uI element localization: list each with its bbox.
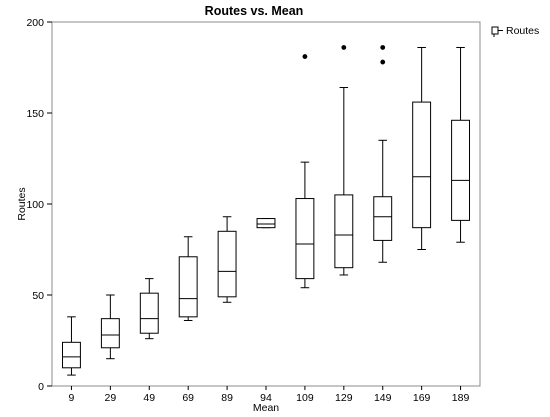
box-iqr — [451, 119, 470, 221]
box-129 — [334, 45, 354, 276]
chart-title: Routes vs. Mean — [205, 4, 304, 18]
box-iqr — [139, 292, 159, 334]
legend-box-icon — [491, 26, 503, 37]
box-iqr — [100, 318, 120, 349]
y-axis-label: Routes — [16, 187, 28, 220]
y-tick-label: 50 — [32, 290, 44, 302]
y-axis: 0 50 100 150 200 — [26, 17, 52, 393]
box-149 — [373, 45, 393, 263]
box-94 — [256, 218, 276, 229]
outlier-point — [380, 59, 386, 65]
x-axis-label: Mean — [253, 402, 279, 414]
x-tick-label: 49 — [143, 392, 155, 404]
x-tick-label: 29 — [105, 392, 117, 404]
x-tick-label: 109 — [296, 392, 314, 404]
legend-label: Routes — [506, 25, 539, 37]
box-iqr — [373, 196, 393, 241]
box-iqr — [295, 198, 315, 280]
y-tick-label: 150 — [26, 108, 44, 120]
x-tick-label: 9 — [69, 392, 75, 404]
box-169 — [412, 46, 432, 250]
y-tick-label: 0 — [38, 381, 44, 393]
x-tick-label: 189 — [452, 392, 470, 404]
outlier-point — [302, 54, 308, 59]
box-iqr — [62, 341, 81, 369]
box-iqr — [256, 218, 276, 229]
x-tick-label: 89 — [221, 392, 233, 404]
legend: Routes — [491, 25, 539, 37]
x-tick-label: 94 — [260, 392, 272, 404]
box-series — [62, 45, 470, 376]
box-iqr — [217, 230, 237, 298]
box-iqr — [412, 101, 432, 229]
x-tick-label: 69 — [182, 392, 194, 404]
box-iqr — [178, 256, 198, 318]
box-109 — [295, 54, 315, 289]
x-axis: 9 29 49 69 89 94 109 129 149 169 189 — [69, 386, 470, 404]
y-tick-label: 200 — [26, 17, 44, 29]
box-29 — [100, 294, 120, 360]
outlier-point — [380, 45, 386, 50]
box-69 — [178, 236, 198, 321]
box-9 — [62, 316, 81, 376]
box-49 — [139, 278, 159, 340]
box-189 — [451, 46, 470, 243]
box-89 — [217, 216, 237, 303]
x-tick-label: 129 — [335, 392, 353, 404]
x-tick-label: 149 — [374, 392, 392, 404]
box-iqr — [334, 194, 354, 269]
y-tick-label: 100 — [26, 199, 44, 211]
x-tick-label: 169 — [413, 392, 431, 404]
outlier-point — [341, 45, 347, 50]
